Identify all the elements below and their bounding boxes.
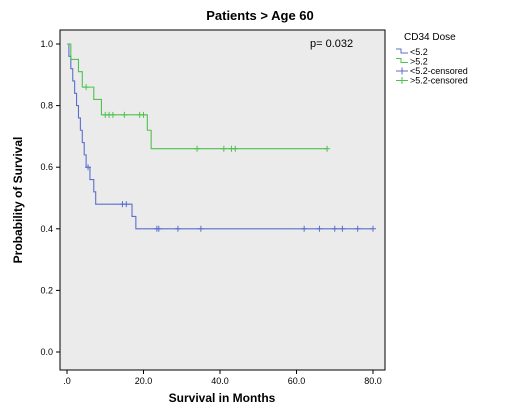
censor-mark <box>324 145 331 152</box>
y-tick-label: 0.4 <box>40 224 53 234</box>
censor-mark <box>140 111 147 118</box>
legend-item: <5.2-censored <box>396 66 468 76</box>
legend-items: <5.2>5.2<5.2-censored>5.2-censored <box>396 47 468 86</box>
censor-mark <box>339 225 346 232</box>
censor-mark <box>301 225 308 232</box>
censor-mark <box>331 225 338 232</box>
censor-mark <box>354 225 361 232</box>
legend-item: <5.2 <box>396 47 428 57</box>
y-axis-label: Probability of Survival <box>11 137 25 264</box>
legend-swatch <box>396 48 408 54</box>
censor-mark <box>121 111 128 118</box>
plot-area <box>59 29 386 371</box>
censor-mark <box>109 111 116 118</box>
legend-item: >5.2 <box>396 57 428 67</box>
legend-swatch <box>396 77 408 84</box>
series-layer <box>67 43 376 232</box>
legend-label: <5.2-censored <box>410 66 468 76</box>
censor-mark <box>232 145 239 152</box>
chart-title: Patients > Age 60 <box>206 8 314 23</box>
y-axis-ticks: 0.0 0.2 0.4 0.6 0.8 1.0 <box>40 39 60 357</box>
censor-mark <box>85 164 92 171</box>
x-tick-label: 40.0 <box>211 376 229 386</box>
y-tick-label: 1.0 <box>40 39 53 49</box>
y-tick-label: 0.8 <box>40 101 53 111</box>
censor-mark <box>197 225 204 232</box>
x-axis-label: Survival in Months <box>169 391 276 405</box>
legend-item: >5.2-censored <box>396 76 468 86</box>
x-tick-label: 60.0 <box>288 376 306 386</box>
censor-mark <box>155 225 162 232</box>
censor-mark <box>220 145 227 152</box>
legend-swatch <box>396 58 408 63</box>
x-tick-label: 20.0 <box>135 376 153 386</box>
censor-mark <box>174 225 181 232</box>
censor-mark <box>316 225 323 232</box>
legend-label: >5.2-censored <box>410 76 468 86</box>
legend: CD34 Dose <5.2>5.2<5.2-censored>5.2-cens… <box>396 32 468 86</box>
legend-title: CD34 Dose <box>404 32 456 43</box>
y-tick-label: 0.2 <box>40 285 53 295</box>
p-value-annotation: p= 0.032 <box>310 38 353 50</box>
legend-swatch <box>396 67 408 75</box>
series-line-0 <box>67 43 373 230</box>
y-tick-label: 0.0 <box>40 347 53 357</box>
x-tick-label: 80.0 <box>364 376 382 386</box>
legend-label: >5.2 <box>410 57 428 67</box>
censor-mark <box>123 201 130 208</box>
y-tick-label: 0.6 <box>40 162 53 172</box>
censor-mark <box>194 145 201 152</box>
censor-mark <box>83 84 90 91</box>
censor-mark <box>370 225 376 232</box>
x-axis-ticks: .0 20.0 40.0 60.0 80.0 <box>63 370 382 386</box>
legend-label: <5.2 <box>410 47 428 57</box>
x-tick-label: .0 <box>63 376 71 386</box>
series-line-1 <box>67 43 328 150</box>
